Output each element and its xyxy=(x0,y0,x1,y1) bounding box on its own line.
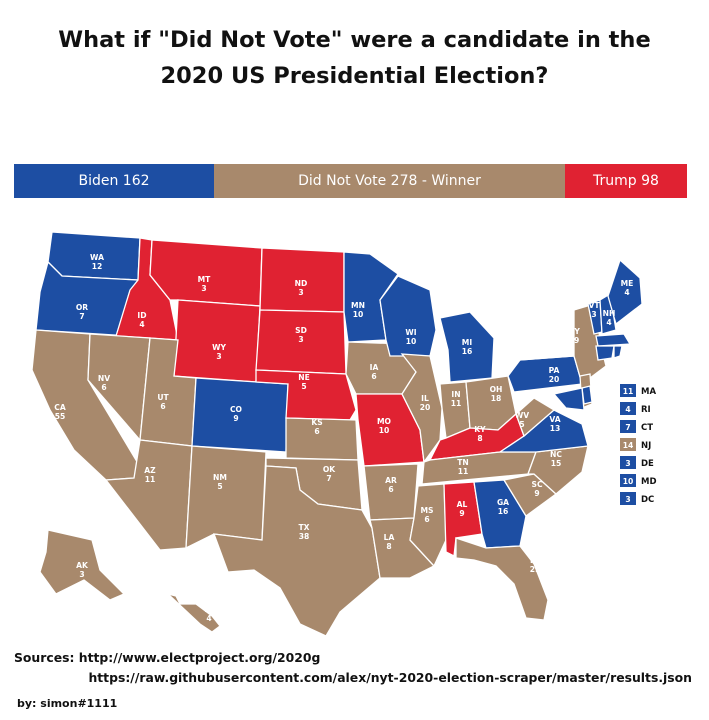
state-ct xyxy=(595,345,615,361)
legend-abbr-de: DE xyxy=(641,459,654,469)
legend-abbr-ma: MA xyxy=(641,387,656,397)
state-label-ok: OK 7 xyxy=(323,465,336,483)
legend-ev-md: 10 xyxy=(623,477,634,486)
state-label-ut: UT 6 xyxy=(157,393,169,411)
sources: Sources: http://www.electproject.org/202… xyxy=(14,648,704,688)
legend-box-ma xyxy=(620,384,636,397)
state-label-al: AL 9 xyxy=(457,500,468,518)
state-label-tx: TX 38 xyxy=(298,523,309,541)
state-ma xyxy=(595,333,632,347)
legend-ev-de: 3 xyxy=(625,459,630,468)
state-ri xyxy=(613,345,623,359)
state-label-fl: FL 29 xyxy=(530,556,541,574)
legend-ev-ct: 7 xyxy=(625,423,630,432)
state-label-ia: IA 6 xyxy=(370,363,379,381)
state-pa xyxy=(507,355,583,393)
state-wi xyxy=(379,275,437,357)
state-label-ks: KS 6 xyxy=(311,418,322,436)
legend-box-ri xyxy=(620,402,636,415)
state-wy xyxy=(173,299,261,383)
state-label-nc: NC 15 xyxy=(550,450,562,468)
title-line-1: What if "Did Not Vote" were a candidate … xyxy=(58,27,651,53)
state-label-ne: NE 5 xyxy=(298,373,310,391)
state-label-oh: OH 18 xyxy=(490,385,503,403)
state-wv xyxy=(515,397,556,438)
state-label-ak: AK 3 xyxy=(76,561,89,579)
legend-box-dc xyxy=(620,492,636,505)
state-label-il: IL 20 xyxy=(420,394,431,412)
states-layer xyxy=(31,231,643,637)
state-label-mo: MO 10 xyxy=(377,417,392,435)
biden-total: Biden 162 xyxy=(14,164,214,198)
state-label-la: LA 8 xyxy=(384,533,395,551)
state-label-ky: KY 8 xyxy=(474,425,486,443)
state-label-tn: TN 11 xyxy=(457,458,469,476)
legend-abbr-ri: RI xyxy=(641,405,651,415)
small-states-legend: 11 MA 4 RI 7 CT 14 NJ 3 DE 10 MD 3 DC xyxy=(620,384,657,505)
legend-abbr-ct: CT xyxy=(641,423,653,433)
legend-box-de xyxy=(620,456,636,469)
legend-ev-ma: 11 xyxy=(623,387,634,396)
state-hi xyxy=(165,592,221,633)
state-label-sc: SC 9 xyxy=(531,480,542,498)
state-co xyxy=(191,377,289,453)
state-label-nh: NH 4 xyxy=(603,309,616,327)
legend-ev-ri: 4 xyxy=(625,405,630,414)
legend-ev-dc: 3 xyxy=(625,495,630,504)
state-label-mn: MN 10 xyxy=(351,301,365,319)
state-nh xyxy=(599,292,617,335)
state-label-hi: HI 4 xyxy=(204,605,213,623)
title-line-2: 2020 US Presidential Election? xyxy=(160,63,549,89)
state-fl xyxy=(455,537,549,621)
did-not-vote-total: Did Not Vote 278 - Winner xyxy=(214,164,565,198)
state-label-ny: NY 29 xyxy=(568,327,580,345)
legend-abbr-md: MD xyxy=(641,477,657,487)
legend-box-md xyxy=(620,474,636,487)
state-label-wy: WY 3 xyxy=(212,343,226,361)
source-line-2: https://raw.githubusercontent.com/alex/n… xyxy=(88,670,692,685)
state-tx xyxy=(213,465,381,637)
results-bar: Biden 162 Did Not Vote 278 - Winner Trum… xyxy=(14,164,687,198)
state-label-ca: CA 55 xyxy=(54,403,66,421)
state-label-in: IN 11 xyxy=(451,390,462,408)
state-label-pa: PA 20 xyxy=(549,366,560,384)
state-label-me: ME 4 xyxy=(621,279,634,297)
state-label-ga: GA 16 xyxy=(497,498,509,516)
state-label-id: ID 4 xyxy=(137,311,146,329)
state-label-mi: MI 16 xyxy=(462,338,473,356)
state-label-vt: VT 3 xyxy=(588,301,600,319)
us-state-map: WA 12 OR 7 CA 55 ID 4 NV 6 MT 3 WY 3 UT 6 AZ 11 CO 9 NM 5 ND 3 S… xyxy=(31,231,657,637)
legend-abbr-dc: DC xyxy=(641,495,654,505)
state-label-nm: NM 5 xyxy=(213,473,227,491)
state-label-ar: AR 6 xyxy=(385,476,397,494)
legend-ev-nj: 14 xyxy=(623,441,634,450)
credit: by: simon#1111 xyxy=(17,697,118,710)
source-line-1: Sources: http://www.electproject.org/202… xyxy=(14,650,321,665)
state-ak xyxy=(39,529,126,601)
map-title: What if "Did Not Vote" were a candidate … xyxy=(0,22,709,94)
state-labels-layer: WA 12 OR 7 CA 55 ID 4 NV 6 MT 3 WY 3 UT 6 AZ 11 CO 9 NM 5 ND 3 S… xyxy=(54,253,633,623)
trump-total: Trump 98 xyxy=(565,164,687,198)
state-mt xyxy=(149,239,263,307)
state-label-wi: WI 10 xyxy=(405,328,416,346)
state-label-sd: SD 3 xyxy=(295,326,307,344)
state-me xyxy=(607,258,643,326)
state-label-mt: MT 3 xyxy=(198,275,212,293)
state-label-az: AZ 11 xyxy=(144,466,156,484)
state-label-co: CO 9 xyxy=(230,405,243,423)
state-label-or: OR 7 xyxy=(76,303,88,321)
state-label-ms: MS 6 xyxy=(420,506,433,524)
state-label-wv: WV 5 xyxy=(515,411,529,429)
state-nm xyxy=(185,445,267,550)
state-label-nd: ND 3 xyxy=(295,279,308,297)
legend-box-nj xyxy=(620,438,636,451)
state-md xyxy=(552,387,585,411)
state-label-va: VA 13 xyxy=(549,415,560,433)
legend-abbr-nj: NJ xyxy=(641,441,651,451)
state-label-wa: WA 12 xyxy=(90,253,104,271)
state-label-nv: NV 6 xyxy=(98,374,110,392)
legend-box-ct xyxy=(620,420,636,433)
